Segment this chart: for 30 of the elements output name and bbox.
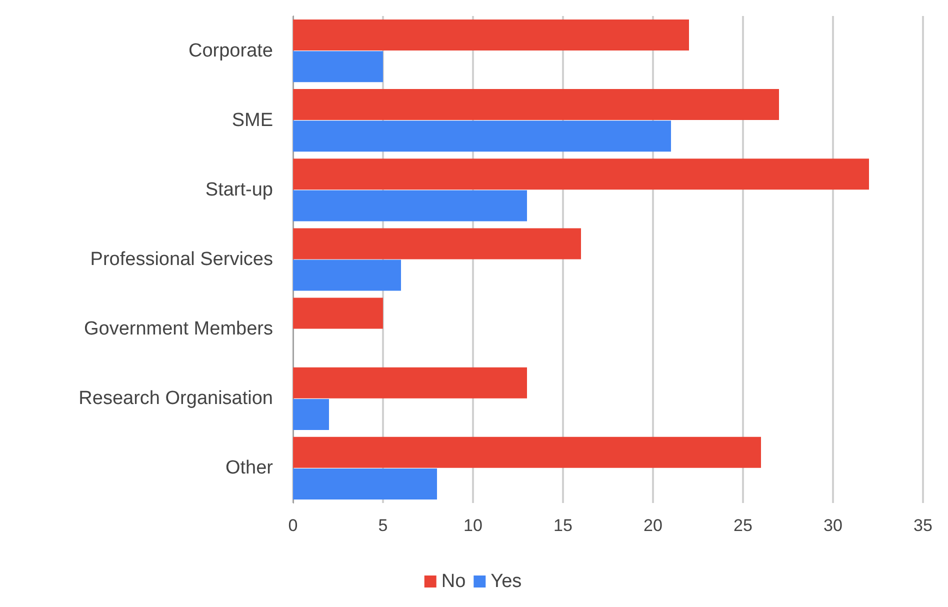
y-tick-label: Government Members xyxy=(84,318,273,340)
bar xyxy=(293,468,437,500)
legend-label: No xyxy=(441,571,466,592)
bar xyxy=(293,89,779,120)
bar xyxy=(293,436,761,468)
x-tick-label: 15 xyxy=(554,516,572,535)
y-tick-label: Corporate xyxy=(188,40,273,62)
y-tick-label: Professional Services xyxy=(90,249,273,270)
x-tick-label: 25 xyxy=(734,516,752,535)
bar xyxy=(293,367,527,398)
bar xyxy=(293,190,527,222)
x-tick-label: 10 xyxy=(464,516,482,535)
y-tick-label: Start-up xyxy=(205,179,273,200)
bar xyxy=(293,120,671,152)
x-tick-label: 30 xyxy=(824,516,842,535)
bar xyxy=(293,19,689,50)
bar xyxy=(293,51,383,82)
y-tick-label: SME xyxy=(232,110,273,131)
x-tick-label: 35 xyxy=(914,516,932,535)
bar xyxy=(293,158,869,190)
x-tick-label: 20 xyxy=(644,516,662,535)
bar xyxy=(293,228,581,260)
y-tick-label: Other xyxy=(225,458,274,479)
bar xyxy=(293,298,383,329)
bar xyxy=(293,398,329,430)
bar xyxy=(293,260,401,291)
x-tick-label: 5 xyxy=(378,516,388,535)
legend-label: Yes xyxy=(490,571,522,592)
y-tick-label: Research Organisation xyxy=(78,388,273,410)
x-tick-label: 0 xyxy=(288,516,298,535)
